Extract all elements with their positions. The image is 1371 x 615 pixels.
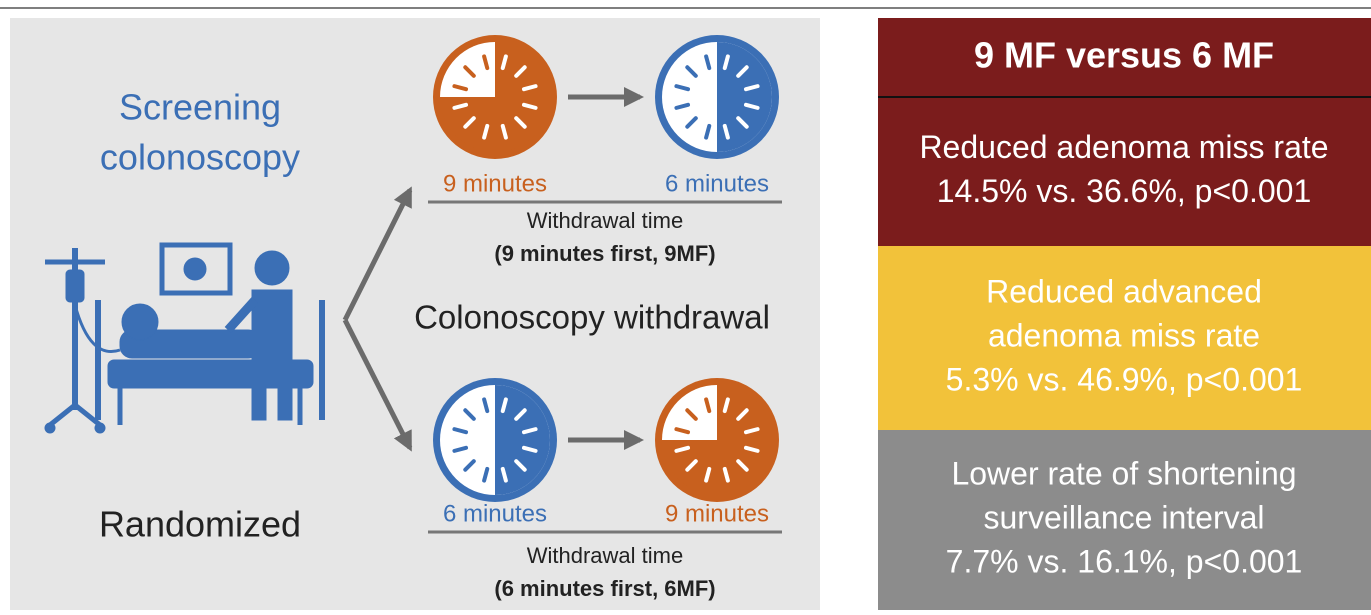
clock-tick bbox=[704, 123, 712, 140]
clock bbox=[655, 35, 779, 159]
time-label: 9 minutes bbox=[665, 500, 769, 527]
result-text: 14.5% vs. 36.6%, p<0.001 bbox=[937, 173, 1311, 209]
clocks bbox=[433, 35, 779, 502]
clock-tick bbox=[452, 84, 469, 92]
clock-tick bbox=[722, 397, 730, 414]
group-label: (9 minutes first, 9MF) bbox=[494, 241, 715, 266]
time-label: 9 minutes bbox=[443, 170, 547, 197]
clock-tick bbox=[722, 123, 730, 140]
clock-tick bbox=[736, 459, 749, 472]
clock-tick bbox=[704, 54, 712, 71]
withdrawal-text: Colonoscopy withdrawal bbox=[414, 299, 770, 336]
clock-sector bbox=[717, 42, 772, 152]
result-text: Reduced advanced bbox=[986, 273, 1262, 309]
clock-tick bbox=[704, 397, 712, 414]
clock-tick bbox=[736, 65, 749, 78]
clock-tick bbox=[514, 116, 527, 129]
clock-tick bbox=[482, 466, 490, 483]
result-text: surveillance interval bbox=[983, 499, 1264, 535]
result-box bbox=[878, 246, 1371, 430]
clock-tick bbox=[722, 466, 730, 483]
clock-tick bbox=[482, 54, 490, 71]
clock-tick bbox=[500, 123, 508, 140]
time-label: 6 minutes bbox=[665, 170, 769, 197]
clock-tick bbox=[521, 427, 538, 435]
time-label: 6 minutes bbox=[443, 500, 547, 527]
result-box bbox=[878, 18, 1371, 246]
clock-tick bbox=[452, 102, 469, 110]
clock-tick bbox=[674, 102, 691, 110]
clock-tick bbox=[743, 102, 760, 110]
clock-tick bbox=[685, 459, 698, 472]
clock-tick bbox=[500, 54, 508, 71]
clock-tick bbox=[685, 65, 698, 78]
clock-tick bbox=[736, 408, 749, 421]
clock-tick bbox=[704, 466, 712, 483]
clock-tick bbox=[514, 408, 527, 421]
clock-tick bbox=[463, 408, 476, 421]
patient-illustration bbox=[44, 242, 325, 434]
clock-tick bbox=[452, 427, 469, 435]
clock-tick bbox=[685, 408, 698, 421]
clock-tick bbox=[482, 123, 490, 140]
caption: Withdrawal time bbox=[527, 543, 683, 568]
clock-tick bbox=[514, 65, 527, 78]
screening-text: Screening bbox=[119, 87, 281, 128]
clock-tick bbox=[743, 427, 760, 435]
clock-tick bbox=[722, 54, 730, 71]
clock-tick bbox=[521, 102, 538, 110]
result-text: Lower rate of shortening bbox=[951, 455, 1296, 491]
arrow bbox=[342, 318, 413, 452]
clock-tick bbox=[500, 466, 508, 483]
clock-tick bbox=[743, 445, 760, 453]
clock-tick bbox=[514, 459, 527, 472]
clock bbox=[433, 378, 557, 502]
clock-tick bbox=[463, 65, 476, 78]
clock-tick bbox=[463, 116, 476, 129]
group-label: (6 minutes first, 6MF) bbox=[494, 576, 715, 601]
arrow bbox=[342, 186, 413, 322]
randomized-text: Randomized bbox=[99, 504, 301, 545]
result-text: Reduced adenoma miss rate bbox=[919, 129, 1328, 165]
clock-tick bbox=[674, 445, 691, 453]
clock-tick bbox=[463, 459, 476, 472]
clock-tick bbox=[736, 116, 749, 129]
clock bbox=[655, 378, 779, 502]
result-text: 7.7% vs. 16.1%, p<0.001 bbox=[946, 543, 1303, 579]
clock-tick bbox=[743, 84, 760, 92]
result-box bbox=[878, 430, 1371, 610]
clock-tick bbox=[521, 84, 538, 92]
result-text: 5.3% vs. 46.9%, p<0.001 bbox=[946, 361, 1303, 397]
clock-tick bbox=[674, 427, 691, 435]
clock-tick bbox=[674, 84, 691, 92]
clock-tick bbox=[521, 445, 538, 453]
clock-sector bbox=[495, 385, 550, 495]
clock-tick bbox=[482, 397, 490, 414]
caption: Withdrawal time bbox=[527, 208, 683, 233]
results: Reduced adenoma miss rate 14.5% vs. 36.6%… bbox=[919, 129, 1328, 580]
result-text: adenoma miss rate bbox=[988, 317, 1260, 353]
clock bbox=[433, 35, 557, 159]
clock-tick bbox=[452, 445, 469, 453]
results-title: 9 MF versus 6 MF bbox=[974, 35, 1274, 76]
screening-text: colonoscopy bbox=[100, 137, 300, 178]
clock-tick bbox=[685, 116, 698, 129]
clock-tick bbox=[500, 397, 508, 414]
